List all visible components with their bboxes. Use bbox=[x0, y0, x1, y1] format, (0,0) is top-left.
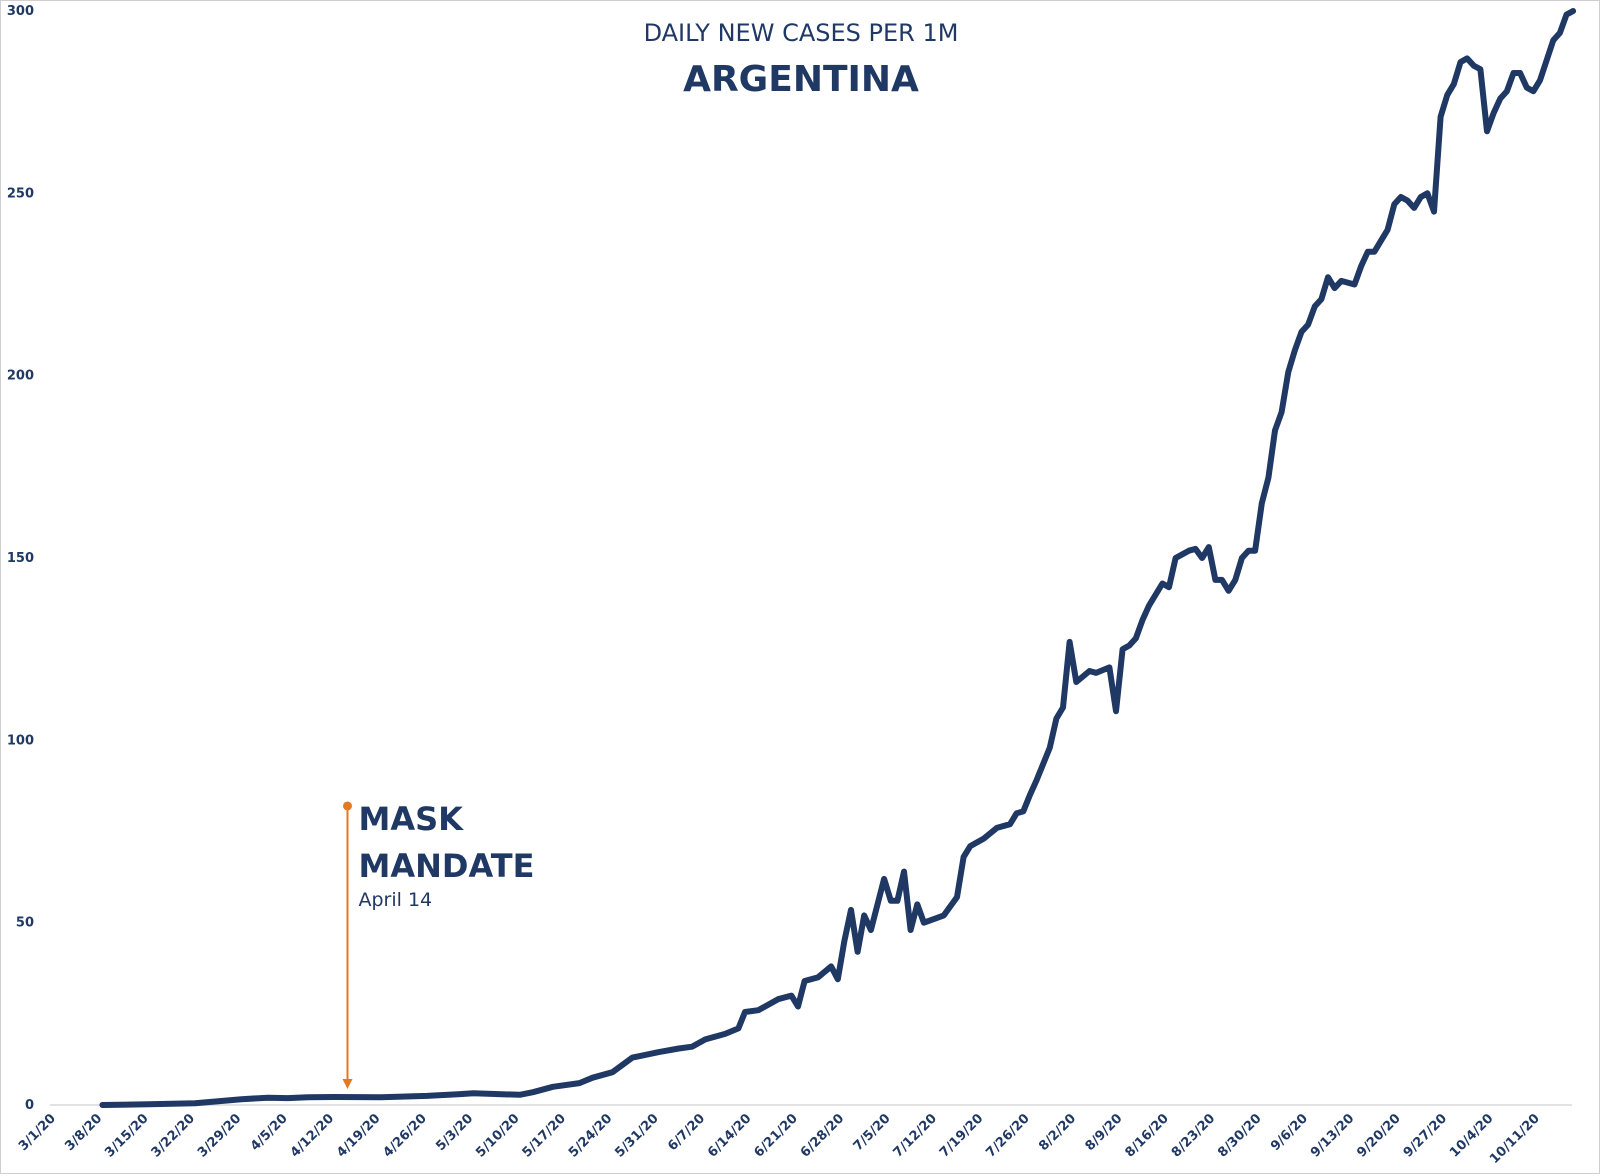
x-tick-label: 5/3/20 bbox=[433, 1111, 476, 1154]
x-tick-label: 8/2/20 bbox=[1036, 1111, 1079, 1154]
x-tick-label: 6/7/20 bbox=[665, 1111, 708, 1154]
y-tick-label: 50 bbox=[16, 916, 34, 931]
x-tick-label: 3/22/20 bbox=[149, 1111, 198, 1160]
series-group bbox=[99, 8, 1577, 1108]
y-axis-ticks: 0 50 100 150 200 250 300 bbox=[7, 4, 34, 1113]
annotation-arrowhead-icon bbox=[342, 1078, 353, 1089]
x-tick-label: 9/13/20 bbox=[1308, 1111, 1357, 1160]
x-tick-label: 3/29/20 bbox=[195, 1111, 244, 1160]
x-tick-label: 6/14/20 bbox=[705, 1111, 754, 1160]
x-tick-label: 7/19/20 bbox=[937, 1111, 986, 1160]
x-tick-label: 5/10/20 bbox=[473, 1111, 522, 1160]
x-tick-label: 7/26/20 bbox=[983, 1111, 1032, 1160]
y-tick-label: 300 bbox=[7, 4, 34, 19]
x-tick-label: 4/5/20 bbox=[248, 1111, 291, 1154]
x-tick-label: 5/31/20 bbox=[612, 1111, 661, 1160]
x-tick-label: 9/20/20 bbox=[1354, 1111, 1403, 1160]
x-tick-label: 8/23/20 bbox=[1169, 1111, 1218, 1160]
y-tick-label: 100 bbox=[7, 733, 34, 748]
chart-title: ARGENTINA bbox=[683, 59, 919, 100]
x-tick-label: 5/24/20 bbox=[566, 1111, 615, 1160]
x-tick-label: 7/12/20 bbox=[891, 1111, 940, 1160]
x-tick-label: 3/8/20 bbox=[62, 1111, 105, 1154]
x-tick-label: 3/1/20 bbox=[16, 1111, 59, 1154]
x-tick-label: 6/28/20 bbox=[798, 1111, 847, 1160]
x-tick-label: 8/9/20 bbox=[1083, 1111, 1126, 1154]
series-line bbox=[99, 8, 1577, 1108]
y-tick-label: 200 bbox=[7, 369, 34, 384]
x-tick-label: 4/26/20 bbox=[381, 1111, 430, 1160]
annotation-arrow-origin-dot bbox=[343, 801, 352, 811]
x-tick-label: 5/17/20 bbox=[520, 1111, 569, 1160]
x-tick-label: 4/19/20 bbox=[334, 1111, 383, 1160]
y-tick-label: 150 bbox=[7, 551, 34, 566]
y-tick-label: 0 bbox=[25, 1098, 34, 1113]
x-tick-label: 3/15/20 bbox=[102, 1111, 151, 1160]
x-tick-label: 8/30/20 bbox=[1215, 1111, 1264, 1160]
x-axis-ticks: 3/1/20 3/8/203/15/203/22/203/29/20 4/5/204… bbox=[16, 1111, 1543, 1167]
x-tick-label: 9/6/20 bbox=[1268, 1111, 1311, 1154]
x-tick-label: 9/27/20 bbox=[1401, 1111, 1450, 1160]
annotation-title-line2: MANDATE bbox=[359, 847, 535, 885]
annotation-title-line1: MASK bbox=[359, 800, 465, 838]
x-tick-label: 6/21/20 bbox=[752, 1111, 801, 1160]
chart-subtitle: DAILY NEW CASES PER 1M bbox=[644, 19, 959, 47]
x-tick-label: 4/12/20 bbox=[288, 1111, 337, 1160]
x-tick-label: 10/11/20 bbox=[1487, 1111, 1543, 1167]
annotation-date: April 14 bbox=[359, 889, 433, 911]
y-tick-label: 250 bbox=[7, 186, 34, 201]
x-tick-label: 7/5/20 bbox=[851, 1111, 894, 1154]
x-tick-label: 8/16/20 bbox=[1123, 1111, 1172, 1160]
mask-mandate-annotation: MASK MANDATE April 14 bbox=[342, 800, 535, 1089]
